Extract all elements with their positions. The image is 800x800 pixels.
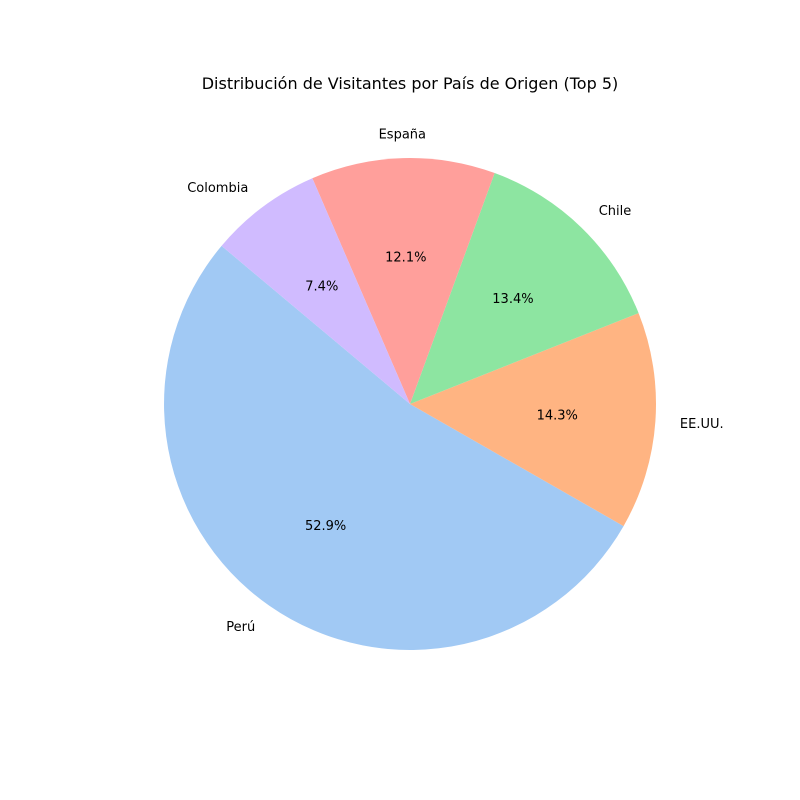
pie-slice-chile: [410, 173, 639, 404]
pie-slice-espa-a: [312, 158, 495, 404]
pie-category-label: Chile: [599, 204, 632, 219]
pie-category-label: Perú: [226, 620, 255, 635]
pie-value-label: 52.9%: [305, 519, 346, 534]
pie-value-label: 14.3%: [537, 408, 578, 423]
pie-value-label: 13.4%: [492, 292, 533, 307]
pie-labels: 52.9% Perú 14.3% EE.UU. 13.4% Chile 12.1% Españ…: [187, 128, 723, 635]
pie-value-label: 7.4%: [305, 280, 338, 295]
pie-slice-colombia: [221, 178, 410, 404]
pie-slice-per: [164, 245, 624, 650]
pie-category-label: España: [379, 128, 426, 143]
chart-title: Distribución de Visitantes por País de O…: [202, 74, 619, 93]
pie-slice-ee-uu: [410, 313, 657, 527]
pie-value-label: 12.1%: [385, 250, 426, 265]
pie-category-label: Colombia: [187, 181, 248, 196]
pie-slices: [164, 158, 657, 650]
pie-category-label: EE.UU.: [680, 417, 724, 432]
